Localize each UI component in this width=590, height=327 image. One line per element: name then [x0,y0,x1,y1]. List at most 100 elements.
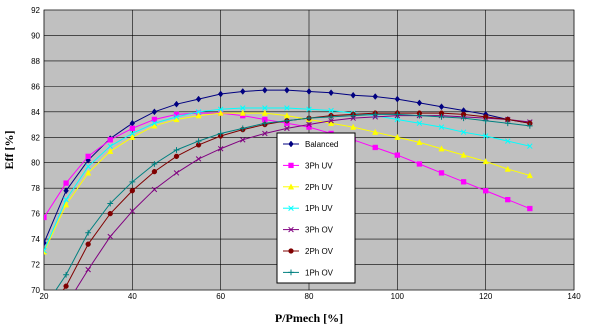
legend-label: 3Ph UV [305,161,333,170]
data-point [217,90,224,98]
data-point [151,108,158,116]
legend: Balanced 3Ph UV 2Ph UV 1Ph UV 3Ph OV 2Ph OV 1P… [276,132,356,284]
data-point [173,114,180,120]
legend-marker [288,162,294,169]
data-point [239,137,246,143]
data-point [327,119,335,126]
data-point [217,106,224,113]
data-point [217,145,224,152]
data-point [372,111,379,118]
legend-marker [288,269,294,276]
data-point [107,143,114,149]
y-tick-label: 90 [31,31,40,40]
legend-marker [288,140,294,148]
data-point [63,271,69,278]
y-tick-label: 82 [31,133,40,142]
data-point [372,93,378,100]
data-point [195,112,202,119]
legend-marker [288,226,294,233]
data-point [195,156,202,162]
data-point [63,283,69,289]
data-point [460,151,467,158]
data-point [394,111,401,118]
data-point [438,124,445,130]
data-point [306,121,312,128]
legend-label: 3Ph OV [305,226,334,235]
data-point [44,214,47,221]
legend-label: 1Ph OV [305,268,334,277]
data-point [151,122,158,129]
data-point [239,109,246,116]
data-point [504,165,511,172]
x-axis-title: P/Pmech [%] [275,311,343,325]
data-point [129,130,136,137]
x-tick-label: 100 [391,292,405,301]
legend-item: Balanced [283,140,338,149]
data-point [328,89,334,97]
data-point [85,266,91,273]
x-tick-label: 20 [40,292,49,301]
data-point [350,112,357,119]
data-point [129,133,136,140]
data-point [151,168,158,175]
data-point [438,114,445,120]
data-point [416,138,423,146]
data-point [328,114,334,120]
data-point [151,120,158,127]
legend-marker [288,248,294,254]
data-point [44,247,47,254]
data-point [239,105,246,111]
data-point [328,117,334,124]
legend-label: Balanced [305,140,338,149]
data-point [372,128,379,135]
data-point [482,133,489,139]
data-point [64,303,69,308]
data-point [129,125,135,132]
data-point [262,105,268,111]
data-point [505,196,511,203]
data-point [504,120,511,127]
data-point [416,99,423,107]
data-point [482,117,489,124]
data-point [261,120,268,127]
data-point [284,105,290,111]
data-point [526,172,533,179]
legend-item: 1Ph UV [283,204,333,213]
data-point [284,125,290,132]
y-tick-label: 72 [31,261,40,270]
data-point [107,210,113,217]
data-point [129,188,135,194]
data-point [151,161,158,167]
data-point [151,116,158,123]
data-point [85,169,92,176]
data-point [195,95,202,103]
data-point [63,187,69,195]
data-point [239,125,246,132]
data-point [173,170,180,176]
data-point [151,186,158,193]
data-point [85,229,92,236]
data-point [217,109,224,116]
data-point [483,188,489,194]
data-point [527,143,533,149]
data-point [42,313,47,318]
data-point [41,305,47,311]
data-point [482,158,489,165]
y-tick-label: 80 [31,159,40,168]
y-tick-label: 76 [31,210,40,219]
x-axis-ticks: 20 40 60 80 100 120 140 [40,292,582,301]
data-point [173,116,180,123]
data-point [129,178,136,185]
data-point [372,144,378,151]
data-point [195,109,202,115]
x-tick-label: 140 [567,292,581,301]
legend-marker [287,183,295,190]
data-point [460,115,467,122]
legend-label: 1Ph UV [305,204,333,213]
x-tick-label: 80 [305,292,314,301]
y-axis-title: Eff [%] [2,131,16,170]
data-point [173,100,180,108]
data-point [394,133,401,140]
y-tick-label: 92 [31,6,40,15]
